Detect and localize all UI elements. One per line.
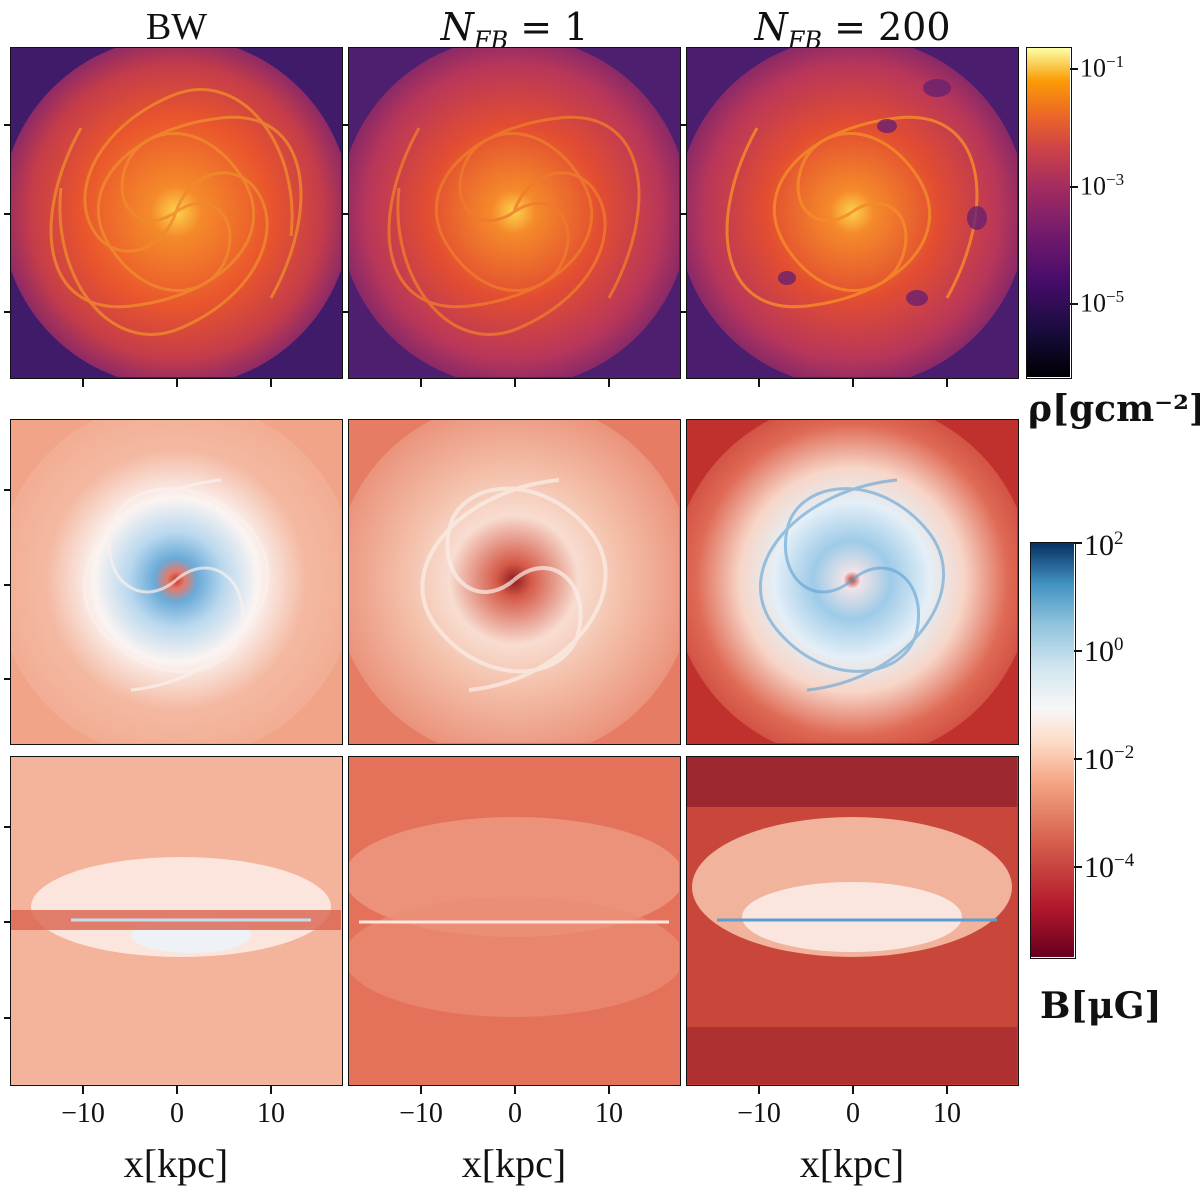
bfield-edgeon-map-nfb1 <box>349 757 679 1084</box>
density-map-bw <box>11 48 341 377</box>
xtick <box>514 379 516 387</box>
bfield-faceon-panel-nfb1 <box>348 419 681 745</box>
ytick <box>4 213 11 215</box>
xtick <box>176 379 178 387</box>
bfield-faceon-map-nfb200 <box>687 420 1017 743</box>
spiral-arms <box>387 115 641 336</box>
xtick <box>270 379 272 387</box>
xtick <box>514 1086 516 1094</box>
colorbar-tick-label: 10−5 <box>1080 287 1125 318</box>
colorbar-tick-label: 10−4 <box>1084 850 1135 884</box>
ytick <box>4 921 11 923</box>
xtick-label: −10 <box>737 1098 781 1129</box>
xtick-label: 0 <box>846 1098 860 1129</box>
bfield-faceon-panel-nfb200 <box>686 419 1019 745</box>
field-arms <box>82 478 270 692</box>
x-axis-label-nfb1: x[kpc] <box>461 1141 567 1186</box>
density-panel-nfb200 <box>686 47 1019 379</box>
xtick-label: 0 <box>508 1098 522 1129</box>
bfield-edgeon-map-bw <box>11 757 341 1084</box>
xtick <box>758 379 760 387</box>
ytick <box>4 124 11 126</box>
xtick-label: −10 <box>399 1098 443 1129</box>
spiral-arms <box>725 115 979 309</box>
bubbles <box>778 79 987 306</box>
field-arms <box>758 478 946 692</box>
colorbar-tick <box>1074 542 1082 544</box>
xtick <box>608 1086 610 1094</box>
ytick <box>343 213 348 215</box>
ytick <box>4 1017 11 1019</box>
xtick <box>946 379 948 387</box>
xtick <box>420 1086 422 1094</box>
density-panel-nfb1 <box>348 47 681 379</box>
xtick <box>420 379 422 387</box>
bfield-faceon-panel-bw <box>10 419 343 745</box>
xtick <box>852 1086 854 1094</box>
ytick <box>4 489 11 491</box>
colorbar-tick-label: 10−2 <box>1084 742 1135 776</box>
ytick <box>4 826 11 828</box>
colorbar-tick <box>1074 866 1082 868</box>
xtick <box>608 379 610 387</box>
xtick-label: −10 <box>61 1098 105 1129</box>
bfield-colorbar <box>1030 542 1076 959</box>
xtick <box>270 1086 272 1094</box>
density-panel-bw <box>10 47 343 379</box>
ytick <box>681 213 686 215</box>
colorbar-tick <box>1074 650 1082 652</box>
colorbar-tick <box>1070 303 1078 305</box>
colorbar-tick <box>1070 186 1078 188</box>
bfield-edgeon-map-nfb200 <box>687 757 1017 1084</box>
colorbar-tick-label: 10−3 <box>1080 170 1125 201</box>
xtick-label: 10 <box>257 1098 285 1129</box>
colorbar-tick-label: 102 <box>1084 528 1124 562</box>
ytick <box>4 678 11 680</box>
bfield-edgeon-panel-nfb1 <box>348 756 681 1086</box>
field-arms <box>420 478 608 692</box>
xtick-label: 10 <box>595 1098 623 1129</box>
column-title-nfb1: NFB = 1 <box>440 5 589 55</box>
ytick <box>4 584 11 586</box>
xtick <box>82 1086 84 1094</box>
density-colorbar <box>1026 47 1072 379</box>
xtick-label: 0 <box>170 1098 184 1129</box>
density-colorbar-title: ρ[gcm⁻²] <box>1028 388 1200 430</box>
xtick <box>758 1086 760 1094</box>
ytick <box>343 311 348 313</box>
ytick <box>4 311 11 313</box>
xtick <box>82 379 84 387</box>
colorbar-tick <box>1074 758 1082 760</box>
bfield-faceon-map-bw <box>11 420 341 743</box>
ytick <box>681 124 686 126</box>
bfield-colorbar-title: B[μG] <box>1040 985 1162 1027</box>
colorbar-tick <box>1070 68 1078 70</box>
colorbar-tick-label: 10−1 <box>1080 52 1125 83</box>
ytick <box>343 124 348 126</box>
density-map-nfb1 <box>349 48 679 377</box>
column-title-nfb200: NFB = 200 <box>754 5 951 55</box>
column-title-bw: BW <box>145 6 208 48</box>
ytick <box>681 311 686 313</box>
bfield-edgeon-panel-nfb200 <box>686 756 1019 1086</box>
xtick <box>176 1086 178 1094</box>
x-axis-label-bw: x[kpc] <box>123 1141 229 1186</box>
spiral-arms <box>49 88 303 336</box>
xtick-label: 10 <box>933 1098 961 1129</box>
x-axis-label-nfb200: x[kpc] <box>799 1141 905 1186</box>
bfield-edgeon-panel-bw <box>10 756 343 1086</box>
colorbar-tick-label: 100 <box>1084 634 1124 668</box>
xtick <box>852 379 854 387</box>
xtick <box>946 1086 948 1094</box>
density-map-nfb200 <box>687 48 1017 377</box>
bfield-faceon-map-nfb1 <box>349 420 679 743</box>
